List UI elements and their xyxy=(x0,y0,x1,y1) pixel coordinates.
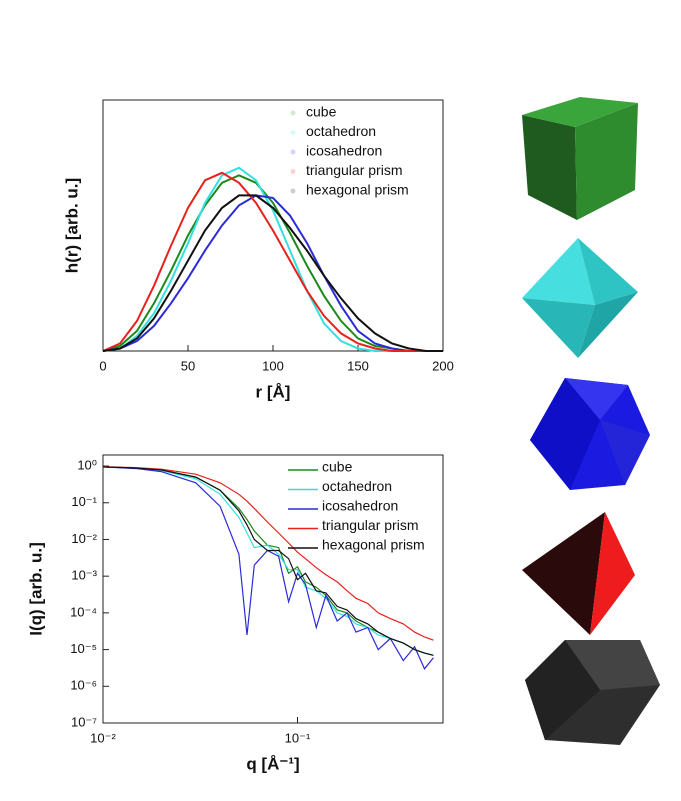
y-tick-label: 10⁻⁶ xyxy=(70,678,97,693)
y-tick-label: 10⁻³ xyxy=(71,568,97,583)
legend-label: octahedron xyxy=(322,478,392,494)
x-axis-label: r [Å] xyxy=(256,382,291,401)
data-line xyxy=(102,171,443,352)
legend-swatch xyxy=(290,188,296,194)
x-tick-label: 100 xyxy=(262,358,284,373)
y-axis-label: h(r) [arb. u.] xyxy=(62,178,81,273)
x-axis-label: q [Å⁻¹] xyxy=(246,754,299,773)
legend-label: triangular prism xyxy=(306,162,402,178)
legend-label: hexagonal prism xyxy=(322,537,425,553)
legend-swatch xyxy=(290,149,296,155)
legend-label: hexagonal prism xyxy=(306,182,409,198)
data-line xyxy=(102,466,434,656)
legend-swatch xyxy=(290,169,296,174)
data-line xyxy=(102,194,443,352)
legend-label: cube xyxy=(322,459,353,475)
shape-hexagonal-prism xyxy=(525,640,660,745)
y-axis-label: I(q) [arb. u.] xyxy=(26,542,45,635)
plot-frame xyxy=(102,99,444,352)
data-line xyxy=(102,466,434,656)
y-tick-label: 10⁻⁴ xyxy=(70,604,97,619)
shape-cube xyxy=(522,97,638,220)
legend-label: icosahedron xyxy=(322,498,398,514)
legend-swatch xyxy=(290,110,296,116)
y-tick-label: 10⁻¹ xyxy=(71,494,97,509)
x-tick-label: 10⁻¹ xyxy=(285,730,311,745)
shape-icosahedron xyxy=(530,378,650,490)
x-tick-label: 150 xyxy=(347,358,369,373)
x-tick-label: 50 xyxy=(181,358,195,373)
y-tick-label: 10⁰ xyxy=(77,457,97,472)
legend-label: octahedron xyxy=(306,123,376,139)
x-tick-label: 10⁻² xyxy=(90,730,116,745)
x-tick-label: 200 xyxy=(432,358,454,373)
legend-swatch xyxy=(290,130,296,135)
shape-triangular-prism xyxy=(522,512,635,635)
data-line xyxy=(102,466,434,641)
x-tick-label: 0 xyxy=(99,358,106,373)
legend-label: triangular prism xyxy=(322,517,418,533)
y-tick-label: 10⁻⁷ xyxy=(71,714,97,729)
data-line xyxy=(102,466,434,656)
data-line xyxy=(102,194,443,352)
legend-label: icosahedron xyxy=(306,143,382,159)
plot-frame xyxy=(102,454,444,724)
y-tick-label: 10⁻⁵ xyxy=(70,641,97,656)
y-tick-label: 10⁻² xyxy=(71,531,97,546)
legend-label: cube xyxy=(306,104,337,120)
shape-octahedron xyxy=(522,238,638,358)
